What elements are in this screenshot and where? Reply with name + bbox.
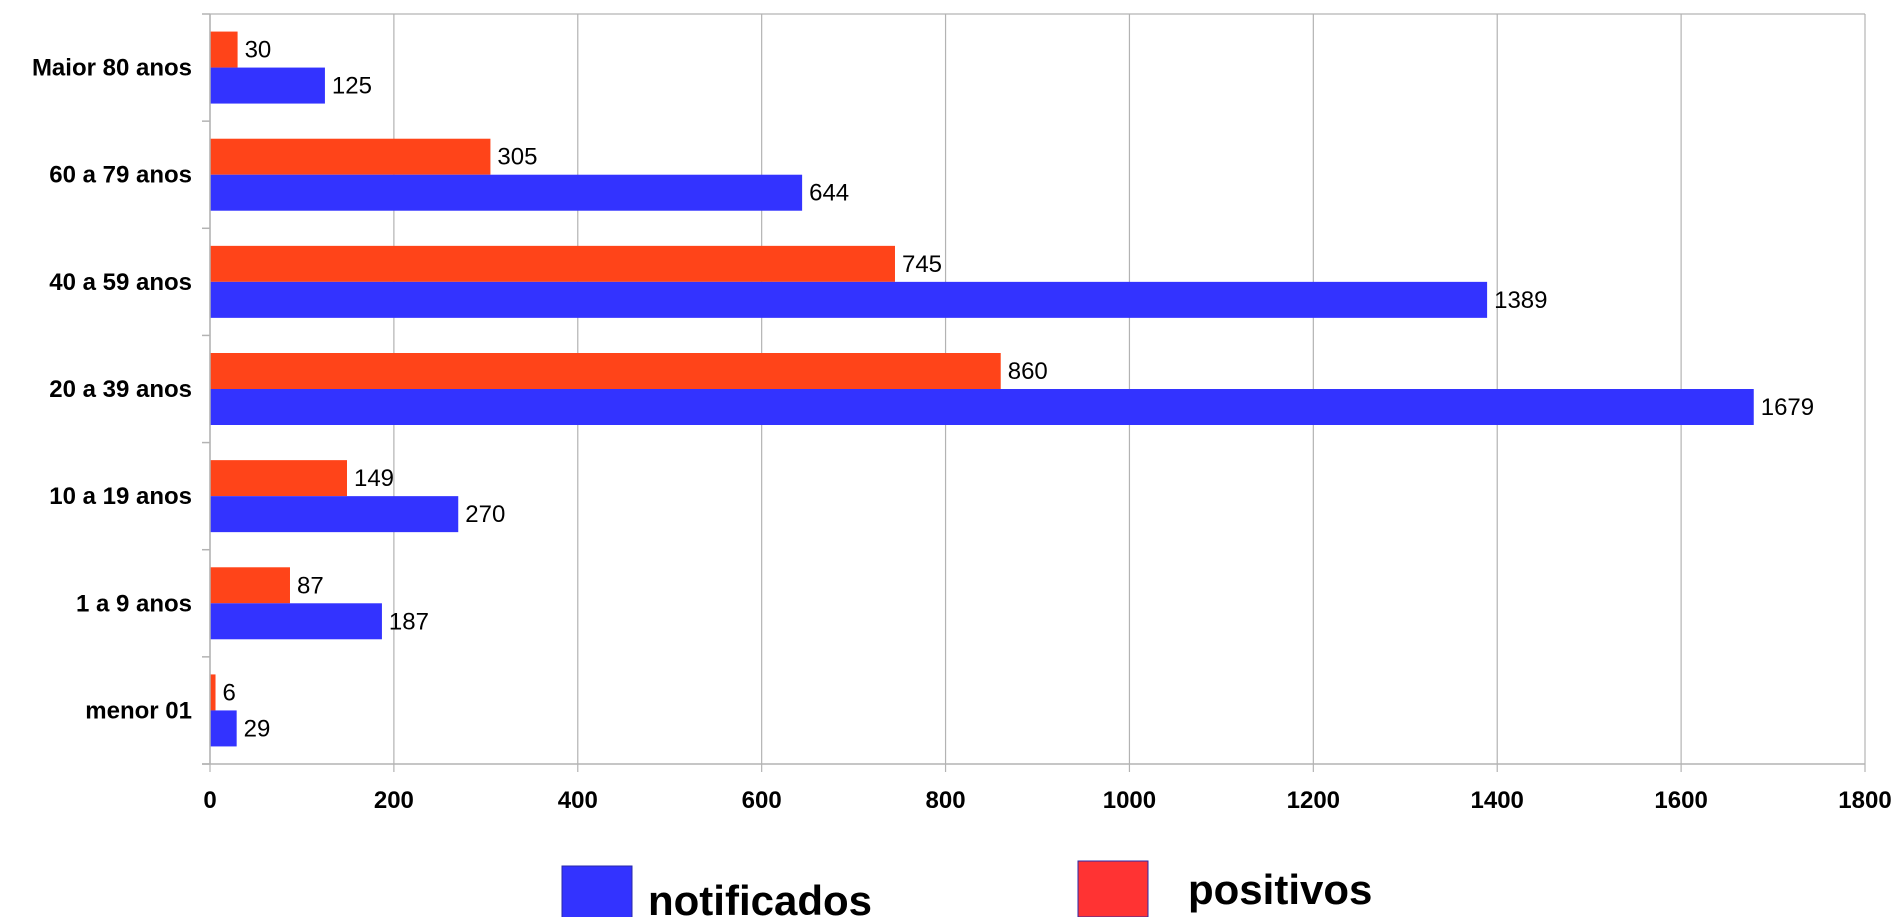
x-tick-label: 1800: [1838, 787, 1891, 814]
data-label-positivos: 87: [297, 572, 324, 599]
bar-notificados-5: [210, 603, 382, 640]
category-label: 20 a 39 anos: [49, 376, 192, 403]
label-layer: Maior 80 anos 30 125 60 a 79 anos 305 644 40 a…: [32, 37, 1814, 743]
data-label-notificados: 1389: [1494, 287, 1547, 314]
bar-notificados-0: [210, 67, 325, 104]
x-tick-label: 200: [374, 787, 414, 814]
bar-layer: [210, 31, 1754, 747]
x-tick-label: 1000: [1103, 787, 1156, 814]
x-tick-label: 400: [558, 787, 598, 814]
category-label: Maior 80 anos: [32, 55, 192, 82]
bar-positivos-4: [210, 460, 347, 497]
data-label-notificados: 187: [389, 608, 429, 635]
data-label-positivos: 745: [902, 251, 942, 278]
x-tick-label: 1600: [1654, 787, 1707, 814]
data-label-positivos: 305: [497, 144, 537, 171]
legend-swatch-notificados: [561, 865, 633, 922]
data-label-notificados: 270: [465, 501, 505, 528]
data-label-positivos: 860: [1008, 358, 1048, 385]
category-label: 1 a 9 anos: [76, 590, 192, 617]
category-label: 10 a 19 anos: [49, 483, 192, 510]
data-label-notificados: 644: [809, 180, 849, 207]
bar-positivos-3: [210, 353, 1001, 389]
bar-positivos-5: [210, 567, 290, 604]
bar-notificados-6: [210, 710, 237, 747]
category-label: menor 01: [85, 697, 192, 724]
data-label-positivos: 30: [245, 37, 272, 64]
legend-label-notificados: notificados: [648, 877, 872, 917]
data-label-notificados: 1679: [1761, 394, 1814, 421]
category-label: 40 a 59 anos: [49, 269, 192, 296]
x-tick-label: 0: [203, 787, 216, 814]
legend-label-positivos: positivos: [1188, 866, 1372, 913]
x-tick-label: 600: [742, 787, 782, 814]
bar-notificados-2: [210, 281, 1488, 318]
bar-positivos-6: [210, 674, 216, 711]
bar-positivos-0: [210, 31, 238, 68]
x-tick-label: 1200: [1287, 787, 1340, 814]
category-label: 60 a 79 anos: [49, 162, 192, 189]
x-tick-label: 800: [926, 787, 966, 814]
legend: notificados positivos: [561, 860, 1372, 922]
data-label-notificados: 29: [244, 715, 271, 742]
axis-layer: 0 200 400 600 800 1000 1200 1400 1600 1800: [202, 13, 1892, 814]
legend-swatch-positivos: [1077, 860, 1149, 918]
bar-positivos-1: [210, 138, 491, 175]
bar-notificados-1: [210, 174, 803, 211]
bar-positivos-2: [210, 245, 895, 282]
data-label-positivos: 6: [223, 679, 236, 706]
x-tick-label: 1400: [1471, 787, 1524, 814]
data-label-positivos: 149: [354, 465, 394, 492]
data-label-notificados: 125: [332, 73, 372, 100]
bar-notificados-4: [210, 496, 459, 533]
bar-notificados-3: [210, 389, 1754, 425]
